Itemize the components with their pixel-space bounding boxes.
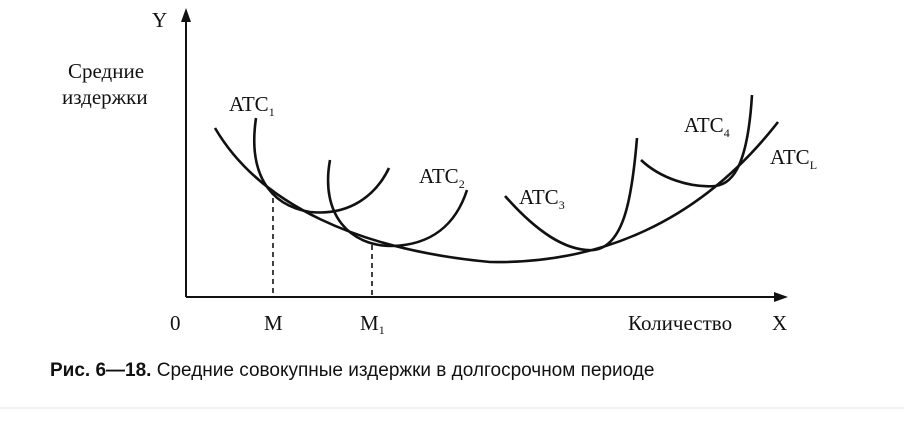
- curve-sub: L: [810, 158, 817, 172]
- curve-sub: 2: [459, 177, 465, 191]
- atc2-curve: [326, 159, 469, 248]
- curve-label: ATC1: [229, 92, 275, 119]
- curve-sub: 3: [559, 198, 565, 212]
- curve-label: ATC: [519, 185, 559, 209]
- tick-label: M: [360, 311, 379, 335]
- caption: Рис. 6—18. Средние совокупные издержки в…: [50, 360, 654, 381]
- atc-l-curve: [213, 121, 780, 264]
- y-arrow: [181, 8, 191, 22]
- curve-sub: 4: [724, 126, 730, 140]
- atc1-curve: [253, 117, 391, 214]
- curve-label: ATC: [419, 164, 459, 188]
- curve-label: ATC2: [419, 164, 465, 191]
- curve-label: ATC4: [684, 113, 730, 140]
- x-title: Количество: [628, 311, 732, 335]
- y-label: Y: [152, 8, 167, 32]
- atc4-curve: [640, 94, 754, 188]
- tick-sub: 1: [379, 323, 385, 337]
- tick-label: M1: [360, 311, 385, 337]
- caption-number: Рис. 6—18.: [50, 360, 151, 381]
- curve-label: ATC: [229, 92, 269, 116]
- curve-label: ATC3: [519, 185, 565, 212]
- atc3-curve: [504, 137, 639, 252]
- x-arrow: [774, 292, 788, 302]
- curve-label: ATCL: [770, 145, 817, 172]
- x-label: X: [772, 311, 787, 335]
- y-title: издержки: [62, 85, 148, 109]
- curve-label: ATC: [770, 145, 810, 169]
- curve-label: ATC: [684, 113, 724, 137]
- tick-label: M: [264, 311, 283, 335]
- curve-sub: 1: [269, 105, 275, 119]
- origin-label: 0: [170, 311, 181, 335]
- y-title: Средние: [68, 59, 144, 83]
- caption-text: Средние совокупные издержки в долгосрочн…: [157, 360, 655, 381]
- tick-label: M: [264, 311, 283, 335]
